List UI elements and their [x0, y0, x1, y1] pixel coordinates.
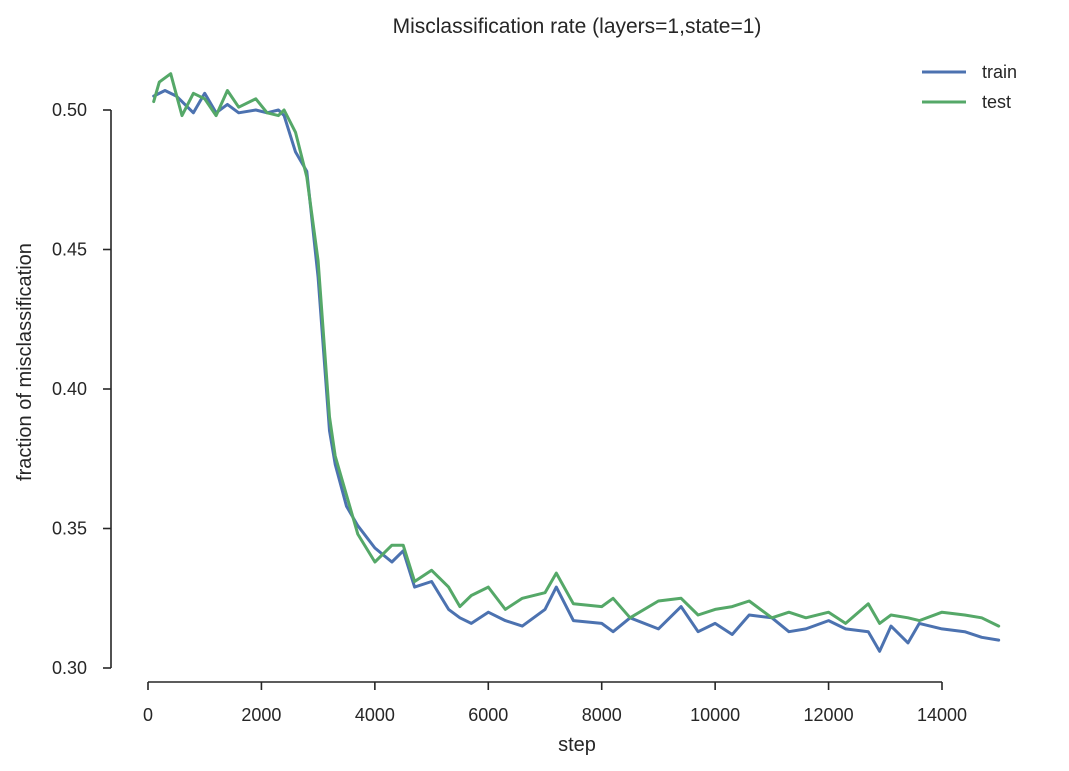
x-tick-label: 2000 — [241, 705, 281, 725]
series-line-train — [152, 89, 1001, 653]
x-tick-label: 4000 — [355, 705, 395, 725]
y-axis-ticks: 0.30 0.35 0.40 0.45 0.50 — [52, 100, 111, 678]
chart-legend: train test — [922, 62, 1017, 112]
x-axis-ticks: 0 2000 4000 6000 8000 10000 12000 14000 — [143, 682, 967, 725]
series-layer — [152, 72, 1001, 653]
y-tick-label: 0.45 — [52, 240, 87, 260]
legend-label-test: test — [982, 92, 1011, 112]
x-tick-label: 8000 — [582, 705, 622, 725]
y-tick-label: 0.30 — [52, 658, 87, 678]
x-tick-label: 14000 — [917, 705, 967, 725]
y-tick-label: 0.40 — [52, 379, 87, 399]
x-tick-label: 0 — [143, 705, 153, 725]
y-tick-label: 0.35 — [52, 519, 87, 539]
y-tick-label: 0.50 — [52, 100, 87, 120]
series-line-test — [152, 72, 1001, 628]
x-tick-label: 10000 — [690, 705, 740, 725]
x-tick-label: 6000 — [468, 705, 508, 725]
x-tick-label: 12000 — [804, 705, 854, 725]
chart-title: Misclassification rate (layers=1,state=1… — [393, 15, 762, 38]
y-axis-label: fraction of misclassification — [14, 243, 36, 481]
x-axis-label: step — [558, 734, 596, 756]
legend-label-train: train — [982, 62, 1017, 82]
